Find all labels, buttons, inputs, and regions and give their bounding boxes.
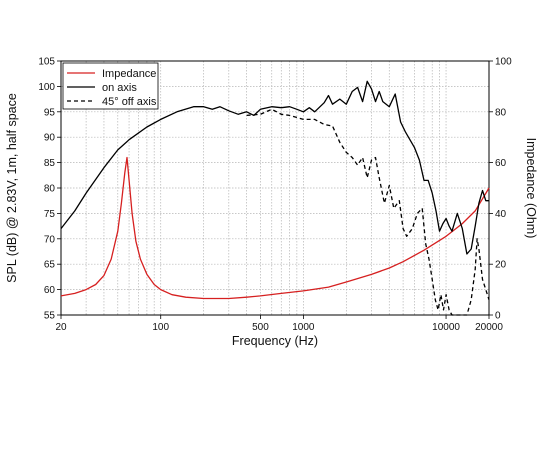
grid — [61, 61, 489, 315]
y-left-tick-label: 70 — [44, 234, 56, 245]
series-line-on-axis — [60, 80, 489, 255]
legend-label-impedance: Impedance — [102, 68, 156, 80]
x-tick-label: 1000 — [292, 322, 315, 333]
series-lines — [60, 80, 490, 316]
y-right-tick-label: 60 — [495, 158, 507, 169]
y-left-tick-label: 95 — [44, 107, 56, 118]
legend-box — [62, 62, 159, 110]
y-right-tick-label: 40 — [495, 209, 507, 220]
y-right-tick-label: 20 — [495, 260, 507, 271]
y-left-tick-label: 55 — [44, 311, 56, 322]
series-line-45-off-axis — [246, 108, 490, 316]
y-left-tick-label: 100 — [38, 82, 55, 93]
y-left-tick-label: 80 — [44, 184, 56, 195]
y-left-tick-label: 85 — [44, 158, 56, 169]
y-axis-left-label: SPL (dB) @ 2.83V, 1m, half space — [5, 93, 19, 283]
legend-label-off-axis: 45° off axis — [102, 96, 157, 108]
x-tick-label: 10000 — [432, 322, 460, 333]
y-right-tick-label: 0 — [495, 311, 501, 322]
y-left-tick-label: 90 — [44, 133, 56, 144]
x-axis-label: Frequency (Hz) — [232, 334, 318, 348]
y-left-tick-label: 65 — [44, 260, 56, 271]
x-tick-label: 100 — [152, 322, 169, 333]
y-left-tick-label: 60 — [44, 285, 56, 296]
y-right-tick-label: 100 — [495, 57, 512, 68]
axis-ticks: 55 60 65 70 75 80 85 90 95 100 105 0 20 40 60 80 100 20 10… — [38, 57, 512, 334]
x-tick-label: 20 — [55, 322, 67, 333]
x-tick-label: 20000 — [475, 322, 503, 333]
y-left-tick-label: 105 — [38, 57, 55, 68]
y-right-tick-label: 80 — [495, 107, 507, 118]
legend: Impedance on axis 45° off axis — [62, 62, 159, 110]
y-axis-right-label: Impedance (Ohm) — [524, 138, 538, 239]
y-left-tick-label: 75 — [44, 209, 56, 220]
series-line-impedance — [60, 156, 490, 300]
legend-label-on-axis: on axis — [102, 82, 137, 94]
x-tick-label: 500 — [252, 322, 269, 333]
